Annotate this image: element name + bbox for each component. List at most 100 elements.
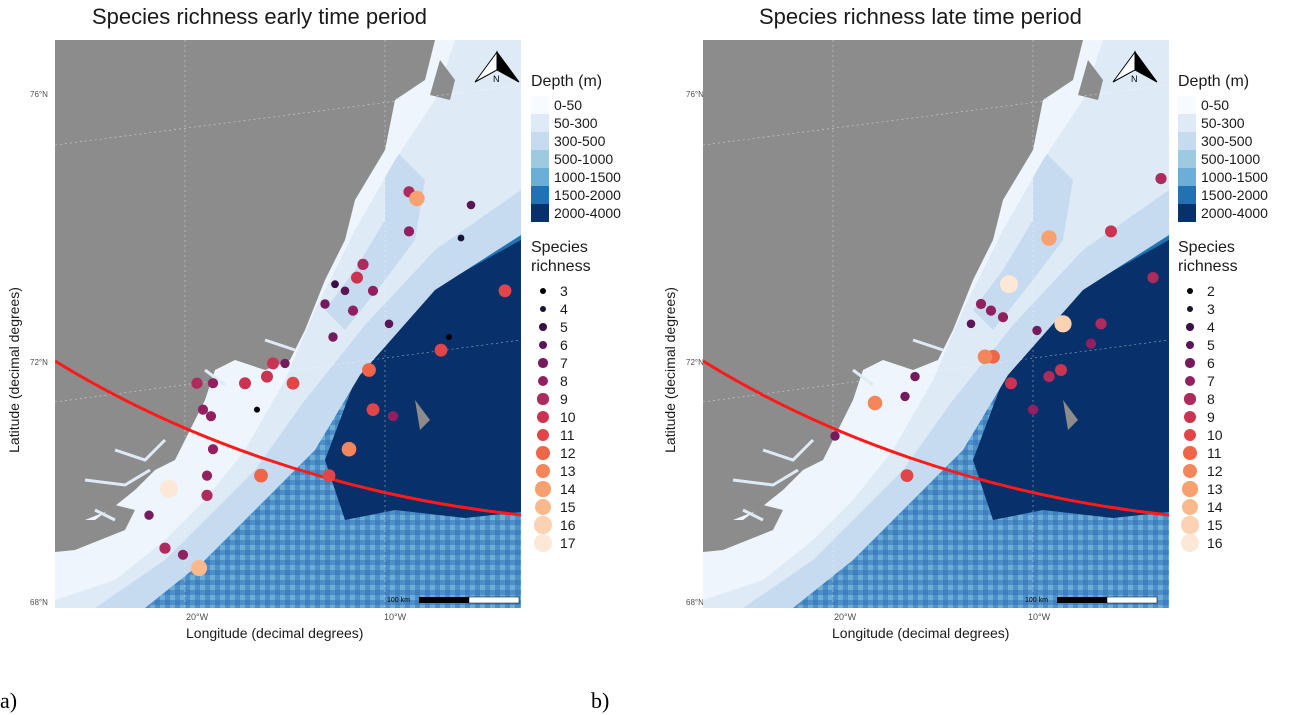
lon-tick-20w: 20°W	[186, 612, 209, 622]
depth-legend-item: 2000-4000	[531, 204, 649, 222]
depth-legend-item: 1500-2000	[531, 186, 649, 204]
depth-swatch	[531, 96, 549, 114]
richness-legend-item: 11	[531, 426, 649, 444]
richness-label: 12	[560, 445, 576, 461]
sampling-point	[1095, 318, 1107, 330]
fjord-lines	[732, 338, 944, 522]
land-south	[703, 505, 783, 552]
sampling-point	[205, 411, 217, 422]
depth-legend-item: 500-1000	[1178, 150, 1296, 168]
legend: Depth (m) 0-50 50-300 300-500 500-1000 1000-…	[1178, 72, 1296, 552]
richness-dot	[1184, 375, 1196, 387]
richness-legend-item: 7	[1178, 372, 1296, 390]
sampling-point	[197, 404, 209, 415]
depth-label: 500-1000	[554, 151, 614, 167]
north-label: N	[1131, 74, 1138, 84]
sampling-point	[331, 280, 339, 289]
sampling-point	[207, 378, 219, 389]
richness-legend-title: Species richness	[531, 239, 591, 275]
richness-legend-item: 16	[1178, 534, 1296, 552]
richness-legend-item: 8	[1178, 390, 1296, 408]
lat-tick-68: 68°N	[686, 598, 704, 607]
depth-legend-items: 0-50 50-300 300-500 500-1000 1000-1500 1500-2…	[1178, 96, 1296, 222]
richness-dot	[536, 446, 550, 460]
sampling-point	[985, 305, 997, 316]
depth-legend-item: 1000-1500	[531, 168, 649, 186]
richness-label: 14	[560, 481, 576, 497]
subfigure-label-a: a)	[0, 688, 18, 713]
richness-dot	[1183, 446, 1197, 460]
richness-dot	[538, 340, 548, 350]
sampling-point	[446, 334, 452, 340]
richness-dot	[534, 534, 552, 552]
richness-legend-item: 13	[531, 462, 649, 480]
panel-early: Species richness early time period Latit…	[0, 0, 650, 641]
richness-label: 16	[1207, 535, 1223, 551]
richness-dot	[1184, 393, 1196, 405]
richness-dot	[1181, 516, 1199, 534]
depth-label: 2000-4000	[1201, 205, 1268, 221]
richness-dot	[534, 516, 552, 534]
sampling-point	[286, 376, 300, 390]
sampling-point	[201, 470, 213, 481]
sampling-point	[280, 358, 290, 369]
richness-legend-item: 10	[1178, 426, 1296, 444]
sampling-point	[1147, 272, 1159, 284]
richness-legend-item: 13	[1178, 480, 1296, 498]
depth-swatch	[1178, 204, 1196, 222]
richness-dot	[539, 323, 547, 331]
richness-label: 5	[1207, 337, 1215, 353]
y-axis-label: Latitude (decimal degrees)	[662, 287, 678, 453]
richness-dot	[539, 305, 547, 313]
richness-dot	[1185, 358, 1195, 368]
land-south	[55, 505, 135, 552]
sampling-point	[910, 371, 920, 382]
sampling-point	[177, 549, 189, 560]
richness-dot	[1181, 534, 1199, 552]
richness-dot	[534, 498, 552, 516]
north-arrow-icon: N	[1112, 50, 1158, 84]
lat-tick-72: 72°N	[30, 358, 48, 367]
richness-legend-item: 6	[531, 336, 649, 354]
sampling-point	[384, 319, 394, 329]
depth-label: 0-50	[554, 97, 583, 113]
richness-legend-item: 5	[1178, 336, 1296, 354]
boundary-line	[55, 359, 521, 517]
x-axis-label: Longitude (decimal degrees)	[832, 625, 1010, 641]
sampling-point	[201, 489, 213, 501]
depth-label: 2000-4000	[554, 205, 621, 221]
shelf-trough	[325, 140, 425, 330]
richness-label: 6	[1207, 355, 1215, 371]
richness-label: 6	[560, 337, 568, 353]
sampling-point	[434, 343, 448, 357]
sampling-point	[466, 200, 476, 210]
richness-label: 17	[560, 535, 576, 551]
lat-tick-68: 68°N	[30, 598, 48, 607]
richness-label: 3	[560, 283, 568, 299]
richness-dot	[535, 463, 551, 479]
richness-label: 4	[560, 301, 568, 317]
richness-label: 2	[1207, 283, 1215, 299]
richness-legend-items: 2 3 4 5 6 7 8 9 10 11 12 13 14 15 16	[1178, 282, 1296, 552]
richness-dot	[1182, 481, 1198, 497]
land	[55, 40, 435, 520]
richness-legend-title: Species richness	[1178, 239, 1238, 275]
richness-label: 10	[560, 409, 576, 425]
scale-bar-label: 100 km	[387, 597, 410, 604]
depth-label: 1500-2000	[1201, 187, 1268, 203]
depth-legend-items: 0-50 50-300 300-500 500-1000 1000-1500 1500-2…	[531, 96, 649, 222]
panel-title: Species richness late time period	[759, 4, 1082, 29]
richness-legend-item: 5	[531, 318, 649, 336]
richness-legend-item: 8	[531, 372, 649, 390]
richness-label: 5	[560, 319, 568, 335]
depth-swatch	[1178, 168, 1196, 186]
sampling-point	[1105, 225, 1117, 238]
sampling-points	[830, 173, 1167, 482]
sampling-point	[347, 305, 359, 316]
richness-legend-item: 6	[1178, 354, 1296, 372]
sampling-point	[239, 377, 251, 390]
depth-legend-item: 300-500	[531, 132, 649, 150]
sampling-point	[362, 363, 376, 377]
richness-legend-item: 15	[1178, 516, 1296, 534]
depth-label: 1000-1500	[554, 169, 621, 185]
